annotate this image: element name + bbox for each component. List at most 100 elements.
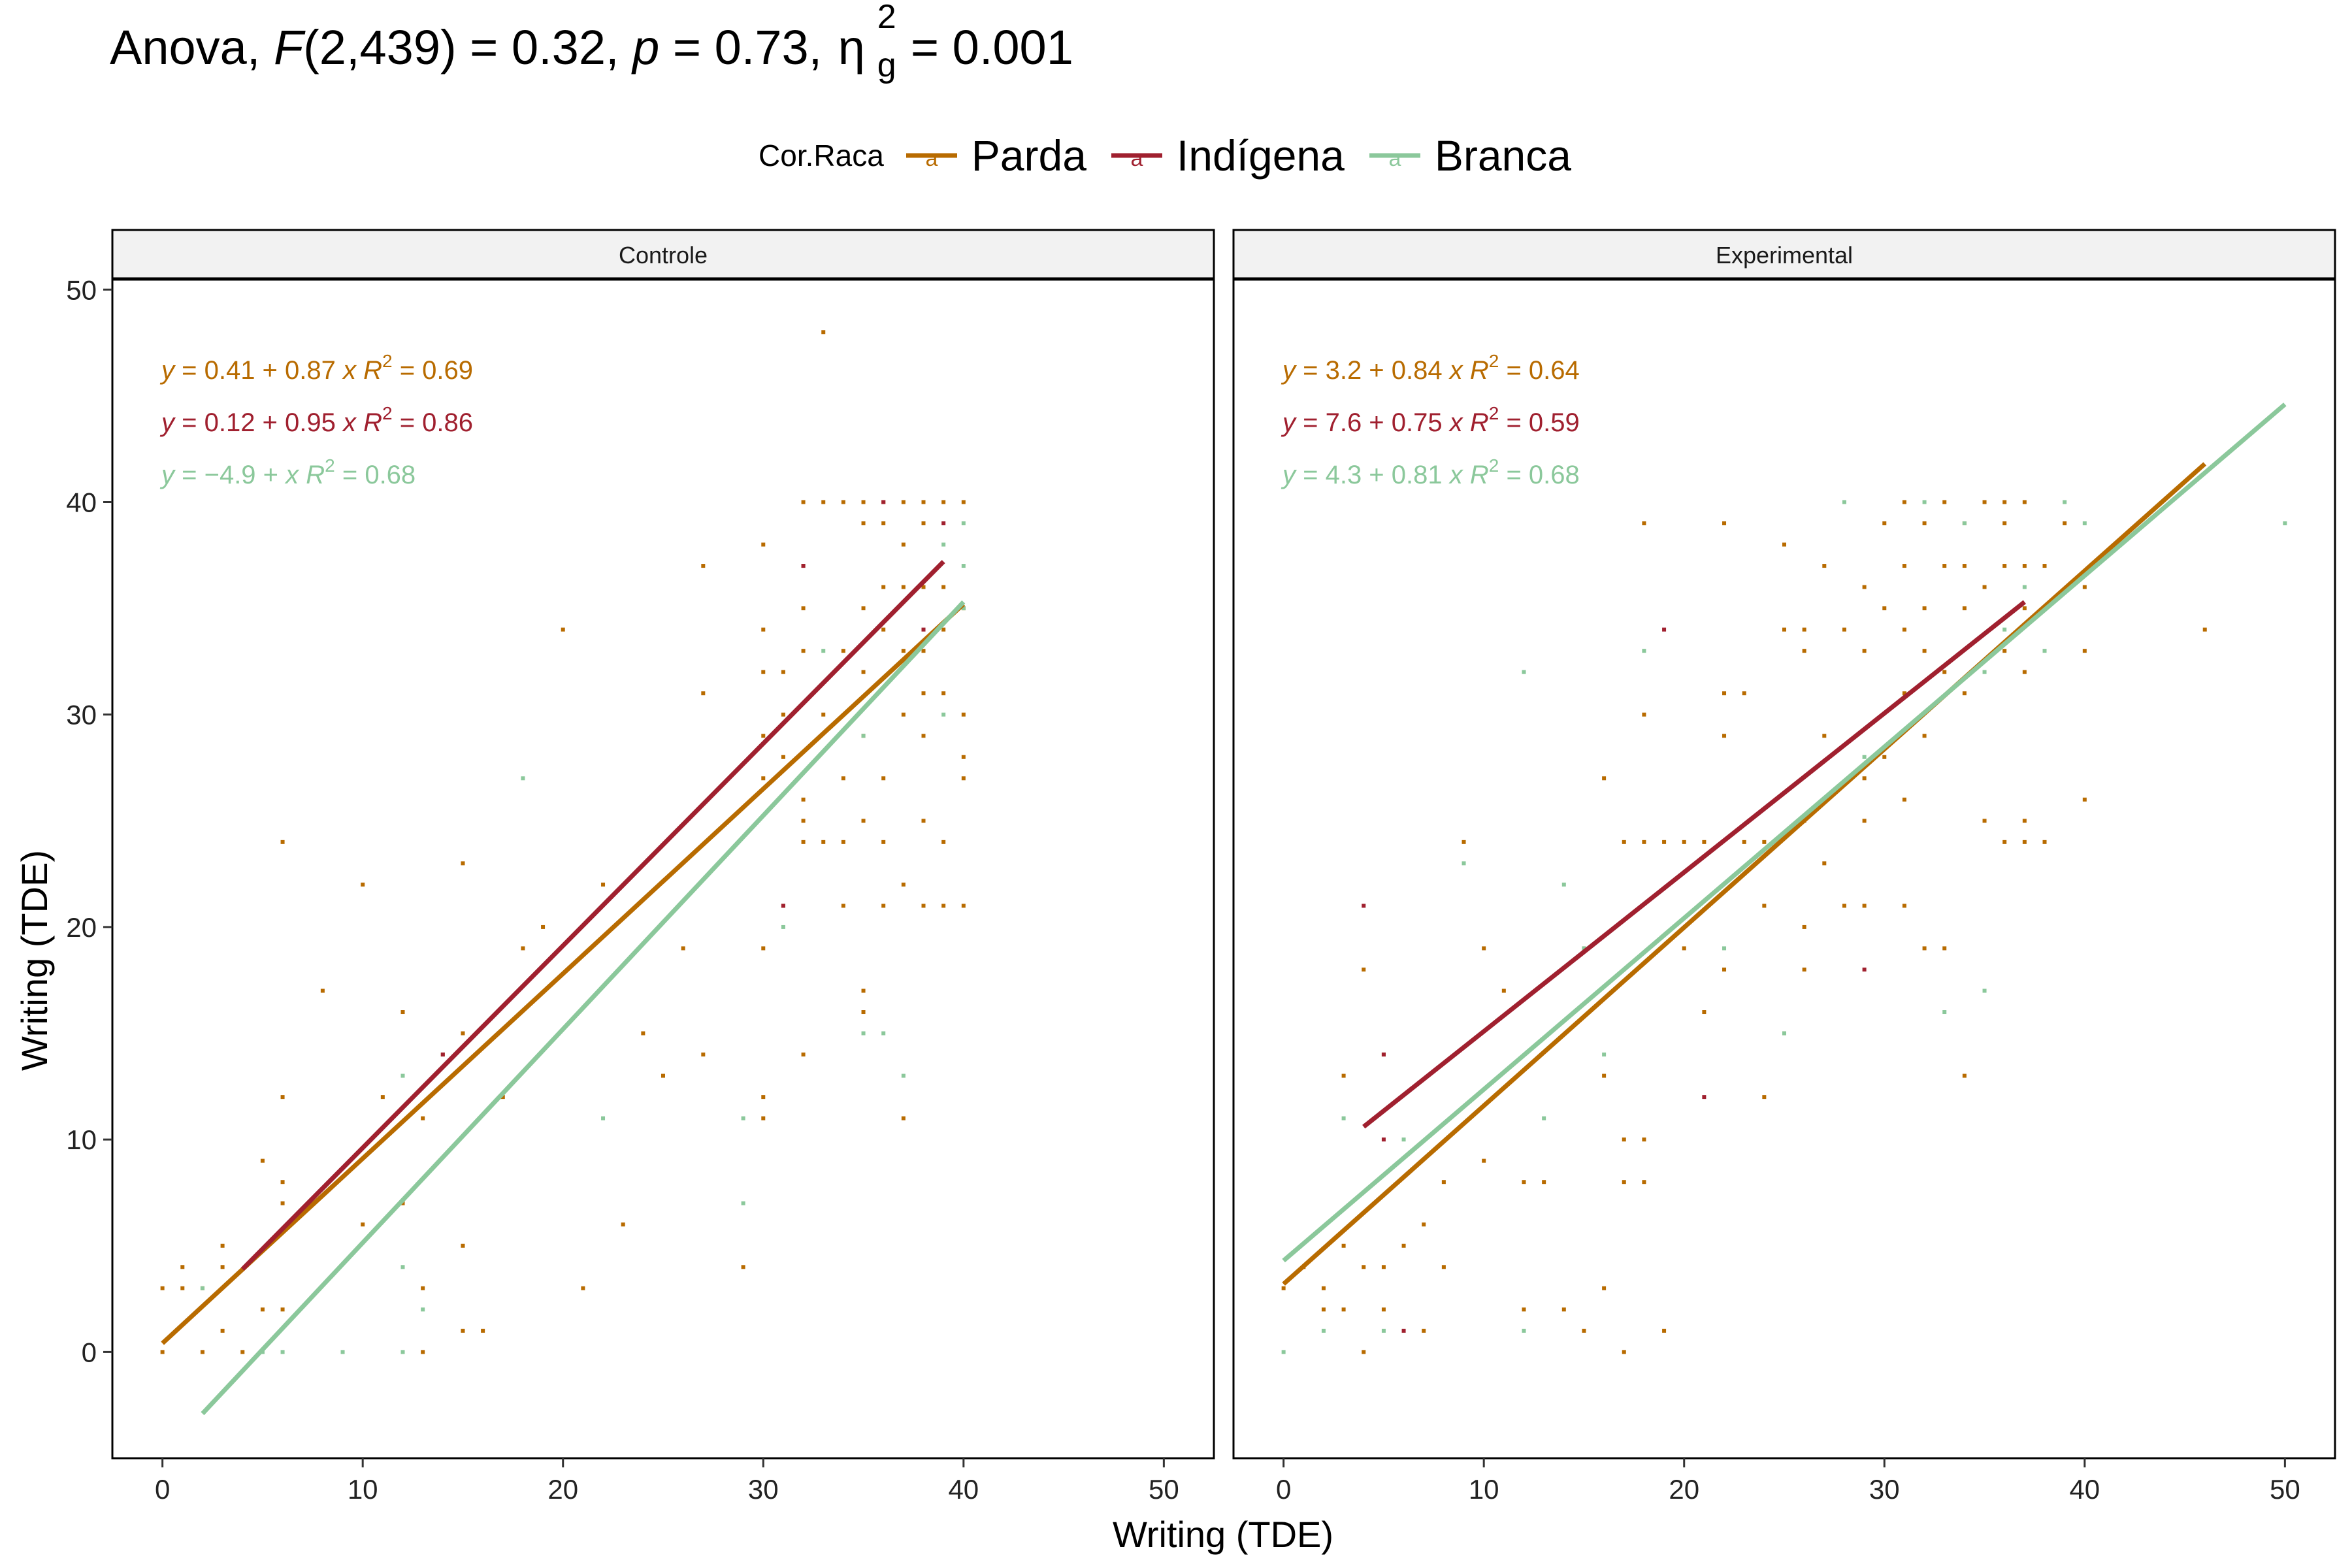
data-point-branca (1842, 500, 1846, 504)
facet-strip-experimental (1232, 229, 2336, 280)
data-point-parda (1942, 946, 1947, 951)
data-point-parda (1902, 627, 1906, 632)
data-point-branca (1341, 1116, 1346, 1120)
data-point-branca (421, 1307, 425, 1312)
data-point-parda (1341, 1307, 1346, 1312)
x-tick-label: 20 (547, 1474, 578, 1505)
data-point-parda (2202, 627, 2207, 632)
data-point-parda (1902, 797, 1906, 802)
data-point-parda (781, 670, 785, 674)
data-point-parda (1762, 1095, 1767, 1100)
data-point-parda (961, 904, 966, 908)
data-point-parda (861, 521, 866, 526)
data-point-parda (821, 840, 826, 844)
data-point-parda (2002, 564, 2007, 568)
legend-label-branca: Branca (1434, 131, 1571, 180)
data-point-parda (1441, 1180, 1446, 1184)
data-point-parda (2002, 840, 2007, 844)
facet-strip-controle (111, 229, 1215, 280)
data-point-parda (1702, 840, 1707, 844)
data-point-parda (861, 670, 866, 674)
data-point-indigena (781, 904, 785, 908)
data-point-parda (801, 797, 806, 802)
data-point-parda (1802, 649, 1806, 653)
data-point-parda (2042, 564, 2047, 568)
title-df: (2,439) = 0.32, (303, 20, 633, 74)
regression-line-branca (201, 600, 966, 1416)
data-point-parda (961, 712, 966, 717)
data-point-parda (1902, 691, 1906, 696)
data-point-branca (1722, 946, 1727, 951)
data-point-parda (941, 500, 946, 504)
data-point-parda (1882, 606, 1887, 611)
title-p: p (632, 20, 660, 74)
data-point-parda (260, 1158, 265, 1163)
data-point-parda (1642, 521, 1646, 526)
data-point-branca (781, 924, 785, 929)
data-point-parda (1622, 1137, 1626, 1142)
data-point-branca (861, 734, 866, 738)
data-point-parda (801, 1053, 806, 1057)
data-point-parda (881, 521, 886, 526)
legend-label-parda: Parda (971, 131, 1086, 180)
data-point-branca (2082, 521, 2087, 526)
data-point-parda (1842, 627, 1846, 632)
data-point-parda (1842, 904, 1846, 908)
data-point-parda (701, 691, 706, 696)
regression-line-parda (1282, 462, 2207, 1286)
data-point-parda (921, 649, 926, 653)
data-point-parda (1622, 1350, 1626, 1354)
data-point-parda (220, 1328, 225, 1333)
data-point-parda (661, 1073, 665, 1078)
data-point-parda (1462, 840, 1466, 844)
data-point-parda (1942, 500, 1947, 504)
data-point-parda (240, 1350, 245, 1354)
data-point-parda (160, 1350, 165, 1354)
data-point-parda (1602, 1286, 1607, 1290)
data-point-parda (821, 330, 826, 335)
data-point-parda (1381, 1265, 1386, 1269)
data-point-branca (2042, 649, 2047, 653)
data-point-parda (761, 1095, 766, 1100)
y-tick-label: 30 (66, 700, 97, 730)
data-point-parda (921, 819, 926, 823)
data-point-parda (1682, 840, 1686, 844)
data-point-branca (961, 564, 966, 568)
data-point-parda (1982, 585, 1987, 589)
data-point-parda (1762, 904, 1767, 908)
data-point-parda (2022, 819, 2027, 823)
data-point-parda (581, 1286, 585, 1290)
data-point-branca (1862, 755, 1867, 759)
data-point-indigena (1401, 1328, 1406, 1333)
data-point-parda (621, 1222, 625, 1227)
x-tick-label: 40 (948, 1474, 979, 1505)
x-tick-label: 30 (748, 1474, 779, 1505)
data-point-branca (280, 1350, 285, 1354)
data-point-branca (941, 542, 946, 547)
data-point-parda (1782, 542, 1786, 547)
data-point-parda (1482, 946, 1486, 951)
data-point-parda (1862, 649, 1867, 653)
equation-indigena: y = 7.6 + 0.75 x R2 = 0.59 (1281, 403, 1580, 437)
data-point-parda (1642, 1137, 1646, 1142)
data-point-branca (1522, 670, 1526, 674)
data-point-parda (1441, 1265, 1446, 1269)
data-point-parda (1362, 967, 1366, 972)
data-point-parda (260, 1307, 265, 1312)
data-point-branca (1321, 1328, 1326, 1333)
data-point-parda (941, 691, 946, 696)
data-point-branca (1782, 1031, 1786, 1036)
facet-label-controle: Controle (619, 242, 708, 269)
x-tick-label: 40 (2069, 1474, 2100, 1505)
title-prefix: Anova, (110, 20, 274, 74)
regression-line-branca (1282, 402, 2287, 1263)
data-point-branca (200, 1286, 204, 1290)
data-point-parda (361, 882, 365, 887)
data-point-parda (1422, 1328, 1426, 1333)
data-point-parda (1802, 924, 1806, 929)
data-point-branca (1602, 1053, 1607, 1057)
data-point-parda (400, 1010, 405, 1015)
data-point-parda (901, 1116, 906, 1120)
data-point-parda (461, 861, 465, 866)
data-point-parda (1401, 1243, 1406, 1248)
